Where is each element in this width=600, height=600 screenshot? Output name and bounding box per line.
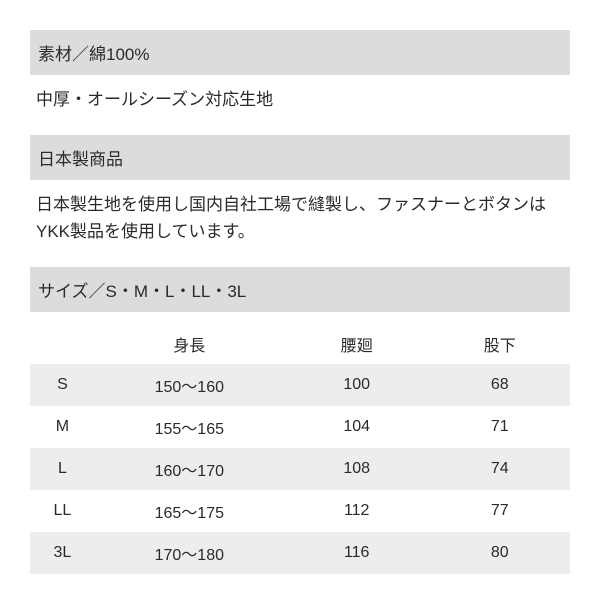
height-cell: 160〜170 [95,448,284,490]
inseam-cell: 68 [430,364,570,406]
size-cell: L [30,448,95,490]
size-table-header-height: 身長 [95,324,284,364]
origin-section-header: 日本製商品 [30,135,570,180]
inseam-cell: 77 [430,490,570,532]
size-table-header-waist: 腰廻 [284,324,430,364]
height-cell: 155〜165 [95,406,284,448]
height-cell: 165〜175 [95,490,284,532]
size-table-header-size [30,324,95,364]
waist-cell: 116 [284,532,430,574]
material-section-header: 素材／綿100% [30,30,570,75]
size-cell: 3L [30,532,95,574]
size-section-header: サイズ／S・M・L・LL・3L [30,267,570,312]
size-table-header-inseam: 股下 [430,324,570,364]
size-cell: M [30,406,95,448]
waist-cell: 100 [284,364,430,406]
inseam-cell: 80 [430,532,570,574]
size-table-row: M 155〜165 104 71 [30,406,570,448]
size-table: 身長 腰廻 股下 S 150〜160 100 68 M 155〜165 104 … [30,324,570,574]
size-table-header-row: 身長 腰廻 股下 [30,324,570,364]
size-table-row: 3L 170〜180 116 80 [30,532,570,574]
material-section-body: 中厚・オールシーズン対応生地 [30,87,570,113]
height-cell: 170〜180 [95,532,284,574]
inseam-cell: 71 [430,406,570,448]
size-cell: LL [30,490,95,532]
waist-cell: 112 [284,490,430,532]
waist-cell: 108 [284,448,430,490]
height-cell: 150〜160 [95,364,284,406]
waist-cell: 104 [284,406,430,448]
size-table-row: S 150〜160 100 68 [30,364,570,406]
origin-section-body: 日本製生地を使用し国内自社工場で縫製し、ファスナーとボタンはYKK製品を使用して… [30,192,570,245]
size-cell: S [30,364,95,406]
size-table-row: L 160〜170 108 74 [30,448,570,490]
inseam-cell: 74 [430,448,570,490]
size-table-row: LL 165〜175 112 77 [30,490,570,532]
